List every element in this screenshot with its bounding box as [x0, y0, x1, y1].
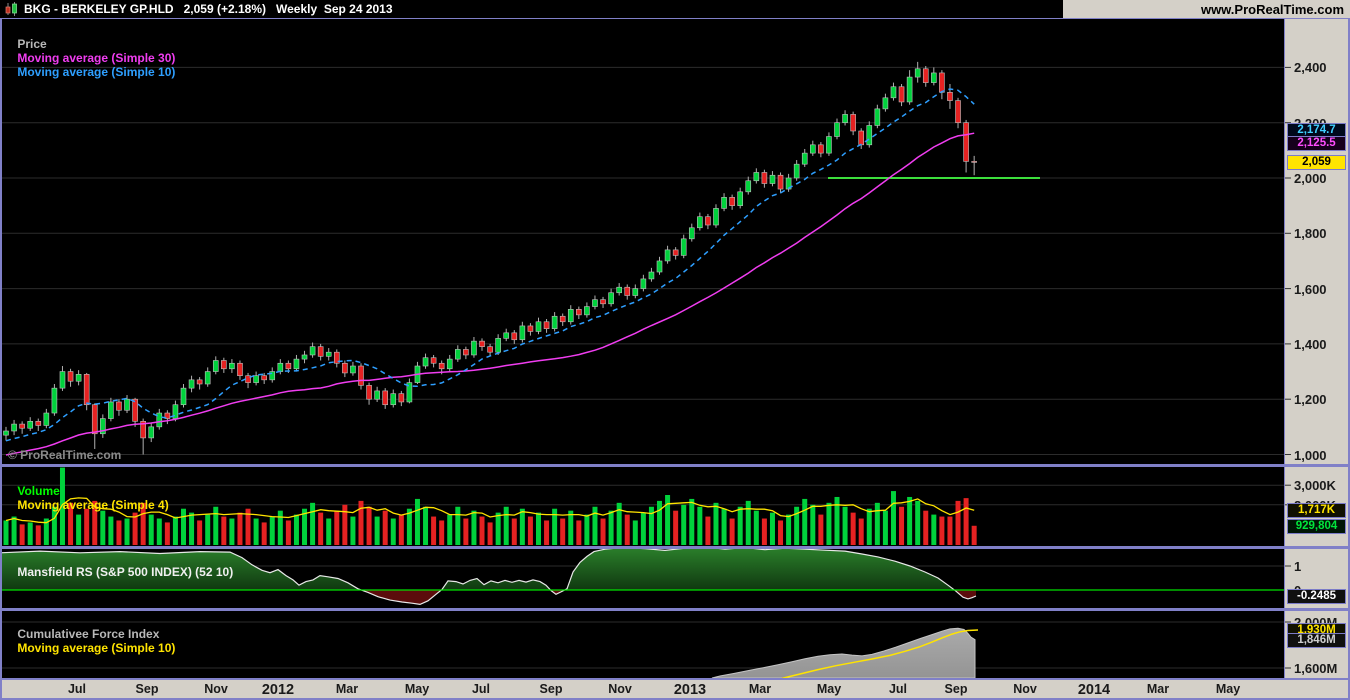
title-gap-2: [266, 2, 276, 16]
volume-ma-legend[interactable]: Moving average (Simple 4): [17, 498, 169, 512]
month-label: Mar: [748, 682, 772, 696]
month-label: Sep: [135, 682, 159, 696]
price-tick-label: 1,600: [1294, 281, 1327, 297]
candlestick-app-icon: [5, 2, 17, 16]
month-label: Jul: [888, 682, 908, 696]
website-link[interactable]: www.ProRealTime.com: [1200, 1, 1344, 17]
force-ma-legend[interactable]: Moving average (Simple 10): [17, 641, 176, 655]
month-label: Sep: [944, 682, 968, 696]
volume-tick-label: 3,000K: [1294, 478, 1336, 494]
month-label: Nov: [608, 682, 632, 696]
mansfield-panel-header: Mansfield RS (S&P 500 INDEX) (52 10): [4, 551, 237, 593]
month-label: Nov: [1013, 682, 1037, 696]
mansfield-value-box: -0.2485: [1287, 588, 1346, 604]
watermark: © ProRealTime.com: [8, 448, 122, 462]
title-gap-1: [174, 2, 184, 16]
price-tick-label: 1,200: [1294, 392, 1327, 408]
ma30-line: [5, 132, 975, 456]
ma10-line: [5, 88, 975, 442]
ma30-legend[interactable]: Moving average (Simple 30): [17, 51, 176, 65]
force-legend[interactable]: Cumulativee Force Index: [17, 627, 160, 641]
force-index-area: [711, 627, 976, 678]
mansfield-outline: [0, 549, 977, 606]
title-bar-spacer: [393, 0, 1063, 18]
candlestick-series: [3, 61, 977, 455]
volume-panel-header: Volume Moving average (Simple 4): [4, 470, 173, 526]
price-gridlines: [0, 66, 1291, 669]
month-label: Nov: [204, 682, 228, 696]
mansfield-legend[interactable]: Mansfield RS (S&P 500 INDEX) (52 10): [17, 565, 234, 579]
time-axis-strip: [0, 680, 1350, 698]
price-tick-label: 2,400: [1294, 60, 1327, 76]
month-label: May: [816, 682, 842, 696]
price-tick-label: 1,000: [1294, 447, 1327, 463]
price-tick-label: 2,000: [1294, 171, 1327, 186]
title-bar: BKG - BERKELEY GP.HLD 2,059 (+2.18%) Wee…: [0, 0, 1350, 18]
volume-value-box: 1,717K: [1287, 503, 1346, 519]
mansfield-tick-label: 1: [1294, 559, 1302, 574]
date-label: Sep 24 2013: [323, 2, 393, 16]
force-panel-header: Cumulativee Force Index Moving average (…: [4, 613, 179, 669]
month-label: Sep: [539, 682, 563, 696]
force-ma-line: [781, 629, 979, 678]
month-label: Mar: [335, 682, 359, 696]
price-tick-label: 1,800: [1294, 226, 1327, 242]
volume-ma-line: [5, 497, 975, 524]
website-area: www.ProRealTime.com: [1063, 0, 1350, 18]
month-label: May: [1215, 682, 1241, 696]
month-label: May: [404, 682, 430, 696]
year-label: 2012: [261, 682, 295, 698]
title-gap-3: [317, 2, 324, 16]
symbol-name: BKG - BERKELEY GP.HLD: [24, 2, 174, 16]
price-value-box: 2,125.5: [1287, 136, 1346, 152]
price-legend[interactable]: Price: [17, 37, 47, 51]
force-value-box: 1,846M: [1287, 632, 1346, 648]
ma10-legend[interactable]: Moving average (Simple 10): [17, 65, 176, 79]
price-panel-header: Price Moving average (Simple 30) Moving …: [4, 23, 179, 93]
year-label: 2014: [1077, 682, 1111, 698]
year-label: 2013: [673, 682, 707, 698]
month-label: Jul: [67, 682, 87, 696]
price-value-box: 2,059: [1287, 154, 1346, 170]
last-quote: 2,059 (+2.18%): [183, 2, 266, 16]
force-tick-label: 1,600M: [1294, 661, 1338, 676]
month-label: Mar: [1146, 682, 1170, 696]
month-label: Jul: [471, 682, 491, 696]
volume-legend[interactable]: Volume: [17, 484, 60, 498]
volume-value-box: 929,804: [1287, 518, 1346, 534]
volume-bars: [3, 467, 977, 545]
price-tick-label: 1,400: [1294, 336, 1327, 352]
timeframe-label: Weekly: [276, 2, 318, 16]
